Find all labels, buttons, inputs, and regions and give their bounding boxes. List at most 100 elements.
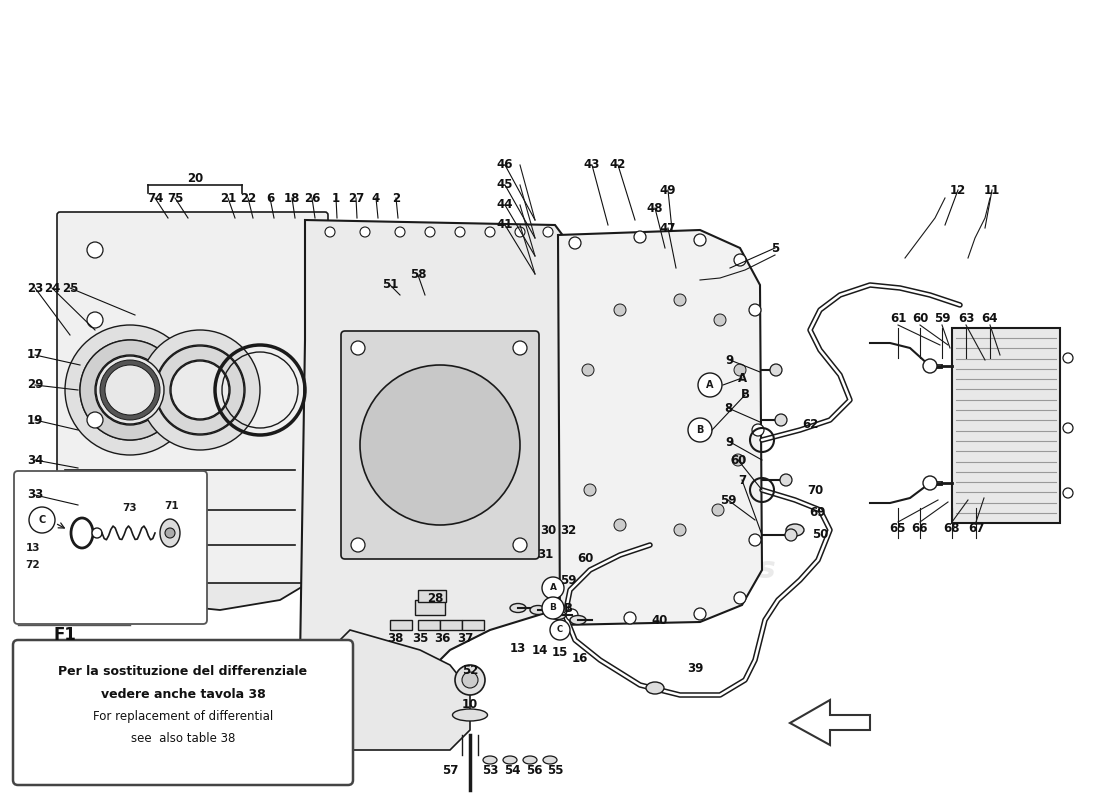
Circle shape xyxy=(752,424,764,436)
Text: 61: 61 xyxy=(890,311,906,325)
Text: 57: 57 xyxy=(442,763,459,777)
Circle shape xyxy=(1063,488,1072,498)
Bar xyxy=(462,620,484,630)
Circle shape xyxy=(694,608,706,620)
Circle shape xyxy=(688,418,712,442)
Circle shape xyxy=(674,294,686,306)
Text: 69: 69 xyxy=(810,506,826,518)
Circle shape xyxy=(87,242,103,258)
Text: B: B xyxy=(550,603,557,613)
Circle shape xyxy=(543,227,553,237)
Text: 11: 11 xyxy=(983,183,1000,197)
Ellipse shape xyxy=(530,606,546,614)
Text: 8: 8 xyxy=(724,402,733,414)
Text: 44: 44 xyxy=(497,198,514,211)
Text: 71: 71 xyxy=(165,501,179,511)
Circle shape xyxy=(87,312,103,328)
Text: 18: 18 xyxy=(284,191,300,205)
Ellipse shape xyxy=(510,603,526,613)
Text: 15: 15 xyxy=(552,646,569,659)
Text: 47: 47 xyxy=(660,222,676,234)
Text: see  also table 38: see also table 38 xyxy=(131,732,235,745)
Polygon shape xyxy=(330,630,470,750)
Text: 59: 59 xyxy=(719,494,736,506)
Circle shape xyxy=(351,341,365,355)
Wedge shape xyxy=(156,346,244,434)
Bar xyxy=(952,328,1060,523)
Circle shape xyxy=(694,234,706,246)
Text: For replacement of differential: For replacement of differential xyxy=(92,710,273,723)
Circle shape xyxy=(96,356,164,424)
Circle shape xyxy=(425,227,435,237)
Text: 51: 51 xyxy=(382,278,398,291)
Text: 9: 9 xyxy=(726,354,734,366)
Text: 16: 16 xyxy=(572,651,588,665)
Wedge shape xyxy=(80,340,180,440)
Text: 54: 54 xyxy=(504,763,520,777)
Circle shape xyxy=(614,304,626,316)
Text: 60: 60 xyxy=(576,551,593,565)
Circle shape xyxy=(749,534,761,546)
Text: 72: 72 xyxy=(25,560,41,570)
Circle shape xyxy=(584,484,596,496)
Text: 2: 2 xyxy=(392,191,400,205)
Text: vedere anche tavola 38: vedere anche tavola 38 xyxy=(100,688,265,701)
Circle shape xyxy=(582,364,594,376)
Text: 70: 70 xyxy=(807,483,823,497)
Circle shape xyxy=(714,314,726,326)
FancyBboxPatch shape xyxy=(57,212,328,583)
Circle shape xyxy=(566,609,578,621)
Circle shape xyxy=(734,254,746,266)
Text: 40: 40 xyxy=(652,614,668,626)
Circle shape xyxy=(170,361,229,419)
Text: 64: 64 xyxy=(981,311,999,325)
Text: C: C xyxy=(557,626,563,634)
Bar xyxy=(390,620,412,630)
Bar xyxy=(415,600,446,615)
Text: 63: 63 xyxy=(958,311,975,325)
Text: 75: 75 xyxy=(167,191,184,205)
Ellipse shape xyxy=(452,709,487,721)
Circle shape xyxy=(455,227,465,237)
Text: 21: 21 xyxy=(220,191,236,205)
Circle shape xyxy=(776,414,786,426)
Ellipse shape xyxy=(570,615,586,625)
Ellipse shape xyxy=(503,756,517,764)
Bar xyxy=(418,590,446,602)
Wedge shape xyxy=(140,330,260,450)
Text: 28: 28 xyxy=(427,591,443,605)
Text: 50: 50 xyxy=(812,529,828,542)
Text: 56: 56 xyxy=(526,763,542,777)
Text: 23: 23 xyxy=(26,282,43,294)
Circle shape xyxy=(674,524,686,536)
Text: 4: 4 xyxy=(372,191,381,205)
Text: 17: 17 xyxy=(26,349,43,362)
Text: 27: 27 xyxy=(348,191,364,205)
Text: 35: 35 xyxy=(411,631,428,645)
Bar xyxy=(418,620,440,630)
Text: 52: 52 xyxy=(462,663,478,677)
Text: 13: 13 xyxy=(510,642,526,654)
Text: B: B xyxy=(563,602,572,614)
Circle shape xyxy=(87,412,103,428)
Circle shape xyxy=(165,528,175,538)
Text: 5: 5 xyxy=(771,242,779,254)
Text: 45: 45 xyxy=(497,178,514,191)
Text: 32: 32 xyxy=(560,523,576,537)
Circle shape xyxy=(923,476,937,490)
Circle shape xyxy=(1063,423,1072,433)
Text: 6: 6 xyxy=(266,191,274,205)
Bar xyxy=(440,620,462,630)
Circle shape xyxy=(360,365,520,525)
Circle shape xyxy=(785,529,798,541)
Circle shape xyxy=(698,373,722,397)
Circle shape xyxy=(624,612,636,624)
Text: 20: 20 xyxy=(187,171,204,185)
FancyBboxPatch shape xyxy=(13,640,353,785)
Circle shape xyxy=(513,341,527,355)
Text: 74: 74 xyxy=(146,191,163,205)
Text: C: C xyxy=(39,515,45,525)
Text: 36: 36 xyxy=(433,631,450,645)
Text: 39: 39 xyxy=(686,662,703,674)
Text: 7: 7 xyxy=(738,474,746,486)
